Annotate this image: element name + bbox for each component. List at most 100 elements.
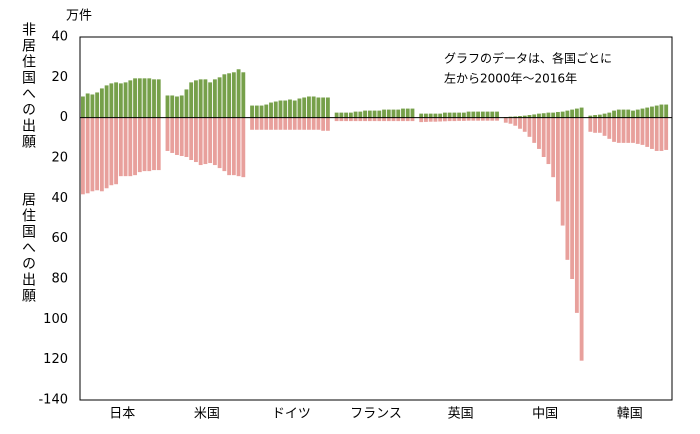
bar bbox=[90, 94, 95, 118]
bar bbox=[391, 117, 396, 122]
bar bbox=[99, 117, 104, 192]
bar bbox=[231, 72, 236, 118]
bar bbox=[476, 117, 480, 121]
bar bbox=[339, 112, 344, 118]
bar bbox=[367, 117, 372, 122]
bar bbox=[396, 109, 401, 118]
bar bbox=[612, 117, 616, 142]
bar bbox=[659, 117, 664, 151]
bar bbox=[165, 117, 170, 151]
bar bbox=[321, 97, 326, 118]
bar bbox=[405, 117, 410, 122]
y-tick-label: 120 bbox=[43, 352, 68, 367]
bar bbox=[278, 117, 283, 130]
bar bbox=[114, 117, 119, 185]
bar bbox=[189, 117, 194, 161]
bar bbox=[570, 109, 575, 118]
bar bbox=[99, 88, 104, 118]
x-tick-label: 英国 bbox=[448, 407, 474, 422]
bar bbox=[208, 82, 213, 118]
bar bbox=[565, 110, 570, 118]
bar bbox=[645, 117, 650, 147]
bar bbox=[579, 107, 584, 118]
bar bbox=[452, 112, 457, 118]
y-tick-label: 40 bbox=[51, 30, 68, 45]
bar bbox=[461, 112, 466, 118]
bar bbox=[541, 117, 546, 157]
bar bbox=[227, 73, 232, 118]
bar bbox=[85, 117, 90, 194]
bar bbox=[236, 117, 241, 177]
bar bbox=[522, 117, 527, 132]
bar bbox=[179, 95, 184, 118]
bar bbox=[175, 117, 179, 155]
bar bbox=[621, 117, 626, 143]
bar bbox=[109, 117, 114, 186]
y-tick-label: 0 bbox=[60, 110, 68, 125]
bar bbox=[156, 117, 161, 171]
bar bbox=[508, 117, 513, 124]
bar bbox=[518, 116, 522, 118]
bar bbox=[438, 117, 443, 122]
bar bbox=[560, 111, 565, 118]
bar bbox=[184, 89, 189, 118]
bar bbox=[419, 117, 424, 123]
bar bbox=[325, 97, 330, 118]
bar bbox=[466, 117, 471, 121]
bar bbox=[386, 109, 391, 118]
bar bbox=[109, 83, 114, 118]
bar bbox=[90, 117, 95, 192]
bar bbox=[513, 117, 518, 126]
bar bbox=[273, 117, 278, 130]
bar bbox=[353, 117, 358, 122]
bar bbox=[457, 117, 462, 121]
bar bbox=[382, 117, 386, 122]
bar bbox=[372, 117, 377, 122]
bar bbox=[476, 111, 480, 118]
bar bbox=[654, 105, 659, 118]
bar bbox=[442, 112, 447, 118]
bar bbox=[348, 117, 353, 122]
y-tick-label: 60 bbox=[51, 231, 68, 246]
bar bbox=[137, 78, 142, 118]
bar bbox=[133, 78, 137, 118]
bar bbox=[114, 82, 119, 118]
bar bbox=[283, 117, 288, 130]
bar bbox=[438, 113, 443, 118]
bar bbox=[645, 107, 650, 118]
bar bbox=[288, 117, 292, 130]
bar bbox=[546, 117, 551, 165]
bar bbox=[447, 117, 452, 122]
bar bbox=[640, 117, 645, 145]
bar bbox=[616, 117, 621, 143]
bar bbox=[147, 117, 152, 172]
bar bbox=[302, 117, 307, 130]
x-tick-label: ドイツ bbox=[272, 407, 311, 422]
bar bbox=[367, 110, 372, 118]
y-label-top: 非居住国への出願 bbox=[20, 22, 36, 150]
bar bbox=[593, 115, 598, 118]
bar bbox=[532, 114, 537, 118]
bar bbox=[241, 72, 246, 118]
x-tick-label: フランス bbox=[350, 407, 402, 422]
bar bbox=[175, 96, 179, 118]
bar bbox=[480, 111, 485, 118]
bar bbox=[579, 117, 584, 361]
bar bbox=[358, 111, 363, 118]
bar bbox=[485, 117, 490, 121]
bar bbox=[457, 112, 462, 118]
bar bbox=[128, 117, 133, 177]
bar bbox=[537, 113, 541, 118]
bar bbox=[194, 80, 198, 118]
bar bbox=[133, 117, 137, 176]
bar bbox=[189, 82, 194, 118]
bar bbox=[259, 117, 264, 130]
bar bbox=[288, 99, 292, 118]
bar bbox=[311, 117, 316, 130]
bar bbox=[254, 117, 259, 130]
bar bbox=[85, 93, 90, 118]
bar bbox=[612, 110, 616, 118]
bar bbox=[363, 110, 367, 118]
bar bbox=[344, 112, 349, 118]
bar bbox=[626, 109, 631, 118]
